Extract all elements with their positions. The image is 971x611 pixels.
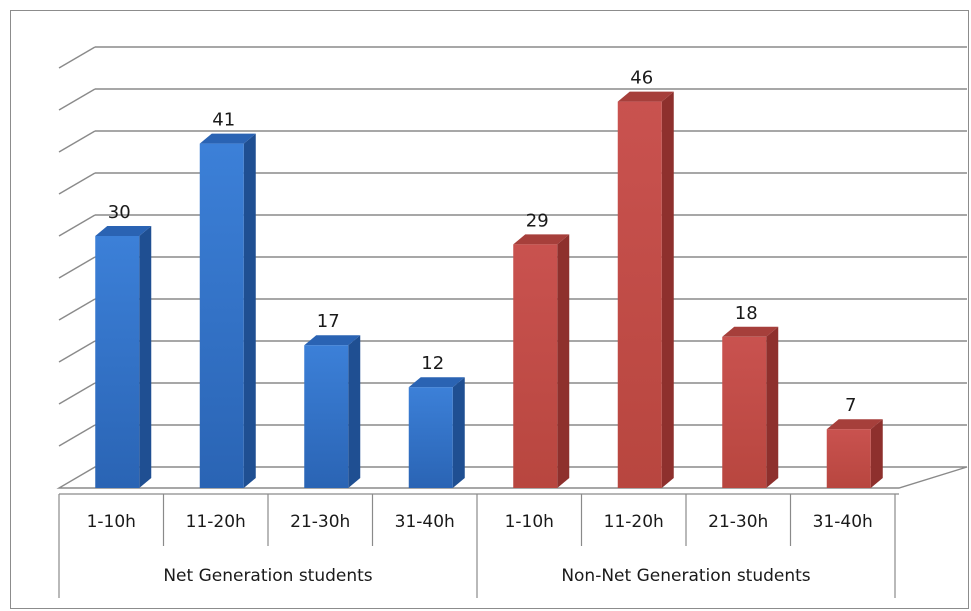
gridline-depth — [58, 256, 96, 279]
gridline-depth — [58, 424, 96, 447]
bar-side — [452, 377, 465, 488]
bar-top — [826, 419, 883, 430]
bar — [304, 335, 361, 488]
bar — [617, 91, 674, 488]
data-label: 17 — [317, 311, 340, 332]
data-labels: 30 41 17 12 29 46 18 7 — [108, 68, 857, 417]
bar-side — [139, 226, 152, 488]
gridline-depth — [58, 214, 96, 237]
data-label: 12 — [421, 353, 444, 374]
gridline-depth — [58, 382, 96, 405]
data-label: 46 — [630, 68, 653, 89]
data-label: 41 — [212, 110, 235, 131]
gridline-depth — [58, 172, 96, 195]
bar-side — [870, 419, 883, 488]
bar-front — [513, 244, 558, 488]
bar-side — [766, 326, 779, 488]
bar-side — [348, 335, 361, 488]
bar-front — [408, 387, 453, 488]
gridline-depth — [58, 340, 96, 363]
bars — [95, 91, 883, 488]
bar — [513, 234, 570, 488]
bar-top — [617, 91, 674, 102]
bar-top — [95, 226, 152, 236]
gridline-depth — [58, 46, 96, 69]
category-label: 21-30h — [290, 512, 350, 532]
bar — [199, 133, 256, 488]
bar-side — [557, 234, 570, 488]
bar — [722, 326, 779, 488]
bar-top — [199, 133, 256, 144]
bar-front — [826, 429, 871, 488]
bar-front — [617, 101, 662, 488]
bar-front — [199, 143, 244, 488]
category-label: 31-40h — [813, 512, 873, 532]
gridlines — [58, 46, 967, 447]
bar-top — [408, 377, 465, 388]
category-label: 21-30h — [708, 512, 768, 532]
bar-side — [661, 91, 674, 488]
category-label: 1-10h — [87, 512, 136, 532]
bar-front — [95, 236, 140, 488]
bar-front — [722, 336, 767, 488]
data-label: 7 — [845, 395, 856, 416]
data-label: 18 — [735, 303, 758, 324]
category-label: 11-20h — [186, 512, 246, 532]
data-label: 29 — [526, 210, 549, 231]
bar-front — [304, 345, 349, 488]
chart-frame: 30 41 17 12 29 46 18 7 1-10h 11-20h 21-30h 31-40h 1… — [10, 10, 969, 609]
category-axis: 1-10h 11-20h 21-30h 31-40h 1-10h 11-20h 21-30h… — [58, 493, 899, 598]
bar — [408, 377, 465, 488]
category-label: 1-10h — [505, 512, 554, 532]
bar-top — [304, 335, 361, 346]
category-label: 11-20h — [604, 512, 664, 532]
bar — [826, 419, 883, 488]
bar — [95, 226, 152, 488]
gridline-depth — [58, 298, 96, 321]
group-label: Non-Net Generation students — [561, 566, 810, 586]
category-label: 31-40h — [395, 512, 455, 532]
bar-side — [243, 133, 256, 488]
bar-top — [513, 234, 570, 245]
group-label: Net Generation students — [163, 566, 372, 586]
bar-top — [722, 326, 779, 337]
gridline-depth — [58, 88, 96, 111]
data-label: 30 — [108, 202, 131, 223]
gridline-depth — [58, 130, 96, 153]
